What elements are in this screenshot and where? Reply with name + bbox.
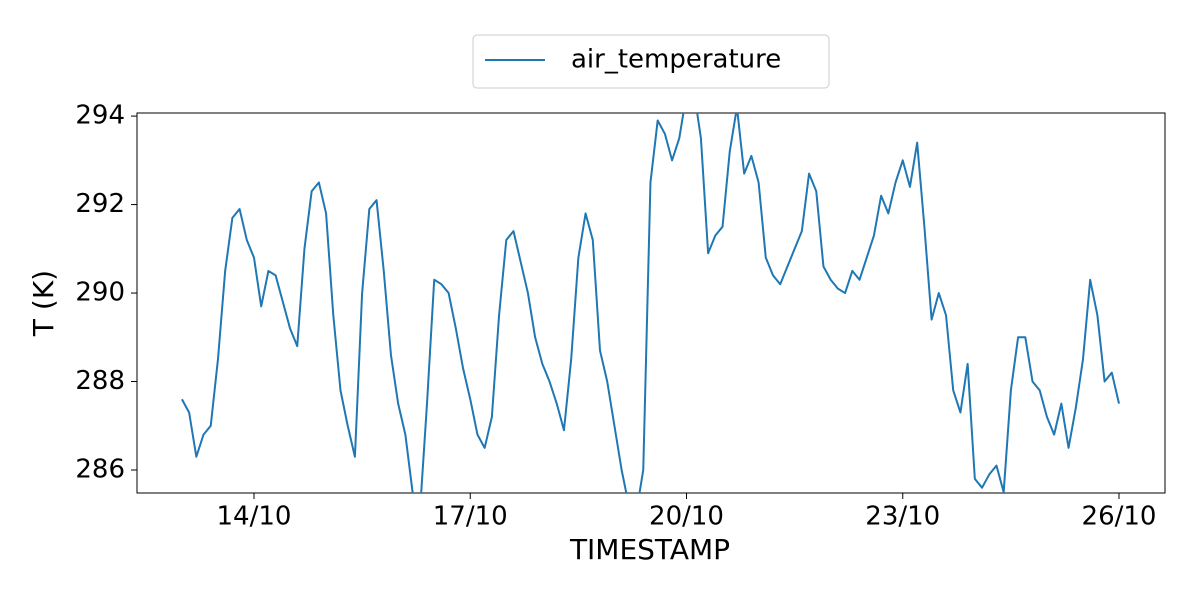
y-tick-label: 290 — [75, 278, 125, 308]
x-tick-label: 20/10 — [649, 502, 724, 532]
plot-frame — [136, 112, 1166, 494]
x-tick-label: 17/10 — [433, 502, 508, 532]
y-axis-label: T (K) — [27, 270, 60, 337]
x-axis-label: TIMESTAMP — [569, 533, 730, 566]
y-tick-label: 294 — [75, 101, 125, 131]
y-tick-label: 288 — [75, 366, 125, 396]
x-tick-label: 26/10 — [1082, 502, 1157, 532]
data-line — [181, 113, 1120, 493]
y-tick-label: 286 — [75, 454, 125, 484]
y-tick-label: 292 — [75, 189, 125, 219]
legend-box — [472, 34, 830, 89]
x-tick-label: 14/10 — [217, 502, 292, 532]
legend-label: air_temperature — [571, 45, 781, 75]
x-tick-label: 23/10 — [865, 502, 940, 532]
